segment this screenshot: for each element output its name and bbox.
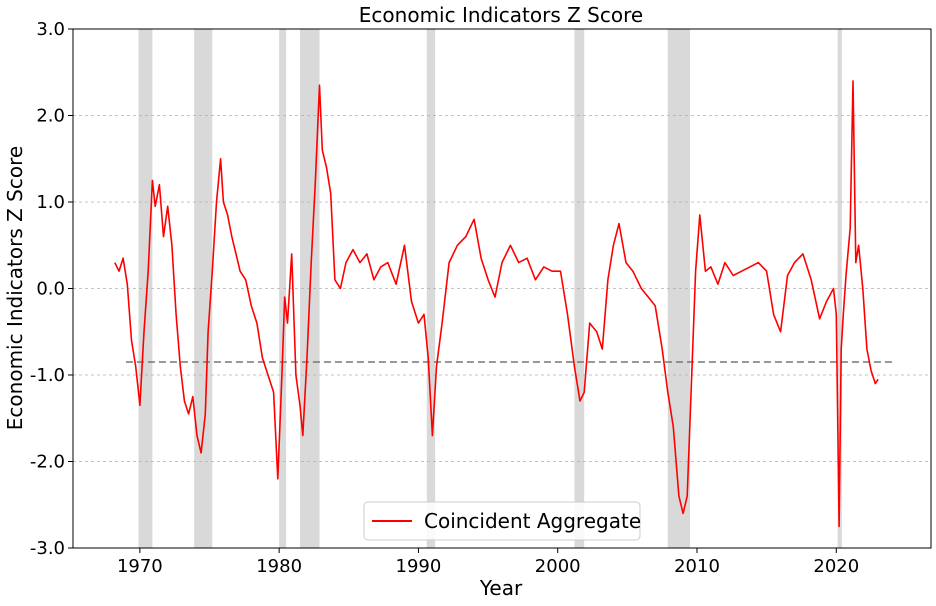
recession-band-7 xyxy=(667,29,691,548)
y-axis-ticks: -3.0 -2.0 -1.0 0.0 1.0 2.0 3.0 xyxy=(30,19,73,559)
y-axis-label: Economic Indicators Z Score xyxy=(3,146,27,430)
y-tick-label-6: 3.0 xyxy=(36,19,65,40)
x-tick-label-1990: 1990 xyxy=(396,556,442,577)
recession-band-8 xyxy=(837,29,842,548)
x-axis-ticks: 1970 1980 1990 2000 2010 2020 xyxy=(117,548,859,577)
y-gridlines xyxy=(73,115,931,462)
y-tick-label-0: -3.0 xyxy=(30,538,65,559)
legend-box xyxy=(363,501,641,541)
x-tick-label-2020: 2020 xyxy=(813,556,859,577)
y-tick-label-1: -2.0 xyxy=(30,452,65,473)
chart-title: Economic Indicators Z Score xyxy=(359,3,643,27)
recession-band-3 xyxy=(279,29,287,548)
recession-band-2 xyxy=(194,29,213,548)
series-layer xyxy=(114,80,879,528)
x-tick-label-2010: 2010 xyxy=(674,556,720,577)
x-tick-label-2000: 2000 xyxy=(535,556,581,577)
x-tick-label-1970: 1970 xyxy=(117,556,163,577)
legend: Coincident Aggregate xyxy=(363,501,641,541)
y-tick-label-4: 1.0 xyxy=(36,192,65,213)
y-tick-label-2: -1.0 xyxy=(30,365,65,386)
recession-band-5 xyxy=(426,29,436,548)
series-line-coincident-aggregate xyxy=(114,80,879,528)
x-tick-label-1980: 1980 xyxy=(256,556,302,577)
legend-label-coincident-aggregate: Coincident Aggregate xyxy=(424,509,641,533)
y-tick-label-5: 2.0 xyxy=(36,106,65,127)
x-axis-label: Year xyxy=(479,576,523,600)
y-tick-label-3: 0.0 xyxy=(36,279,65,300)
